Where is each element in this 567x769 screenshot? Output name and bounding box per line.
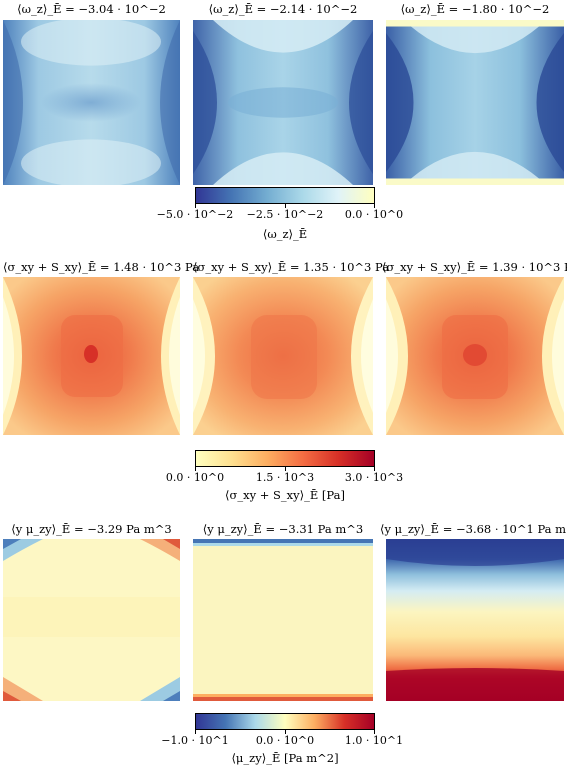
stress-map-2 — [193, 277, 373, 435]
panel-title: ⟨σ_xy + S_xy⟩_Ē = 1.48 · 10^3 Pa — [3, 260, 200, 274]
colorbar-tick — [195, 467, 196, 471]
panel-title: ⟨ω_z⟩_Ē = −1.80 · 10^−2 — [400, 2, 550, 16]
colorbar-vorticity — [195, 187, 375, 204]
colorbar-label: ⟨σ_xy + S_xy⟩_Ē [Pa] — [225, 488, 345, 502]
couple-stress-map-2 — [193, 539, 373, 701]
colorbar-tick-label: 3.0 · 10^3 — [344, 471, 404, 484]
colorbar-tick-label: 1.5 · 10^3 — [255, 471, 315, 484]
panel-title: ⟨ω_z⟩_Ē = −2.14 · 10^−2 — [208, 2, 358, 16]
vorticity-map-1 — [3, 20, 180, 185]
colorbar-tick-label: 0.0 · 10^0 — [255, 734, 315, 747]
colorbar-tick-label: 0.0 · 10^0 — [165, 471, 225, 484]
panel-title: ⟨σ_xy + S_xy⟩_Ē = 1.39 · 10^3 Pa — [382, 260, 567, 274]
panel-title: ⟨y μ_zy⟩_Ē = −3.31 Pa m^3 — [202, 522, 364, 536]
panel-title: ⟨y μ_zy⟩_Ē = −3.29 Pa m^3 — [11, 522, 172, 536]
colorbar-tick-label: −2.5 · 10^−2 — [246, 208, 324, 221]
panel-title: ⟨ω_z⟩_Ē = −3.04 · 10^−2 — [17, 2, 166, 16]
colorbar-tick — [285, 204, 286, 208]
colorbar-tick-label: 1.0 · 10^1 — [344, 734, 404, 747]
colorbar-tick — [195, 730, 196, 734]
couple-stress-map-1 — [3, 539, 180, 701]
colorbar-label: ⟨μ_zy⟩_Ē [Pa m^2] — [231, 751, 339, 765]
colorbar-tick — [285, 467, 286, 471]
colorbar-tick — [195, 204, 196, 208]
vorticity-map-2 — [193, 20, 373, 185]
colorbar-tick-label: 0.0 · 10^0 — [344, 208, 404, 221]
colorbar-tick — [374, 467, 375, 471]
colorbar-stress — [195, 450, 375, 467]
stress-map-1 — [3, 277, 180, 435]
panel-title: ⟨y μ_zy⟩_Ē = −3.68 · 10^1 Pa m^3 — [380, 522, 567, 536]
vorticity-map-3 — [386, 20, 564, 185]
panel-title: ⟨σ_xy + S_xy⟩_Ē = 1.35 · 10^3 Pa — [193, 260, 390, 274]
colorbar-tick-label: −1.0 · 10^1 — [161, 734, 229, 747]
colorbar-tick — [374, 730, 375, 734]
colorbar-tick-label: −5.0 · 10^−2 — [156, 208, 234, 221]
colorbar-tick — [374, 204, 375, 208]
stress-map-3 — [386, 277, 564, 435]
colorbar-couple-stress — [195, 713, 375, 730]
couple-stress-map-3 — [386, 539, 564, 701]
colorbar-tick — [285, 730, 286, 734]
colorbar-label: ⟨ω_z⟩_Ē — [262, 227, 308, 241]
